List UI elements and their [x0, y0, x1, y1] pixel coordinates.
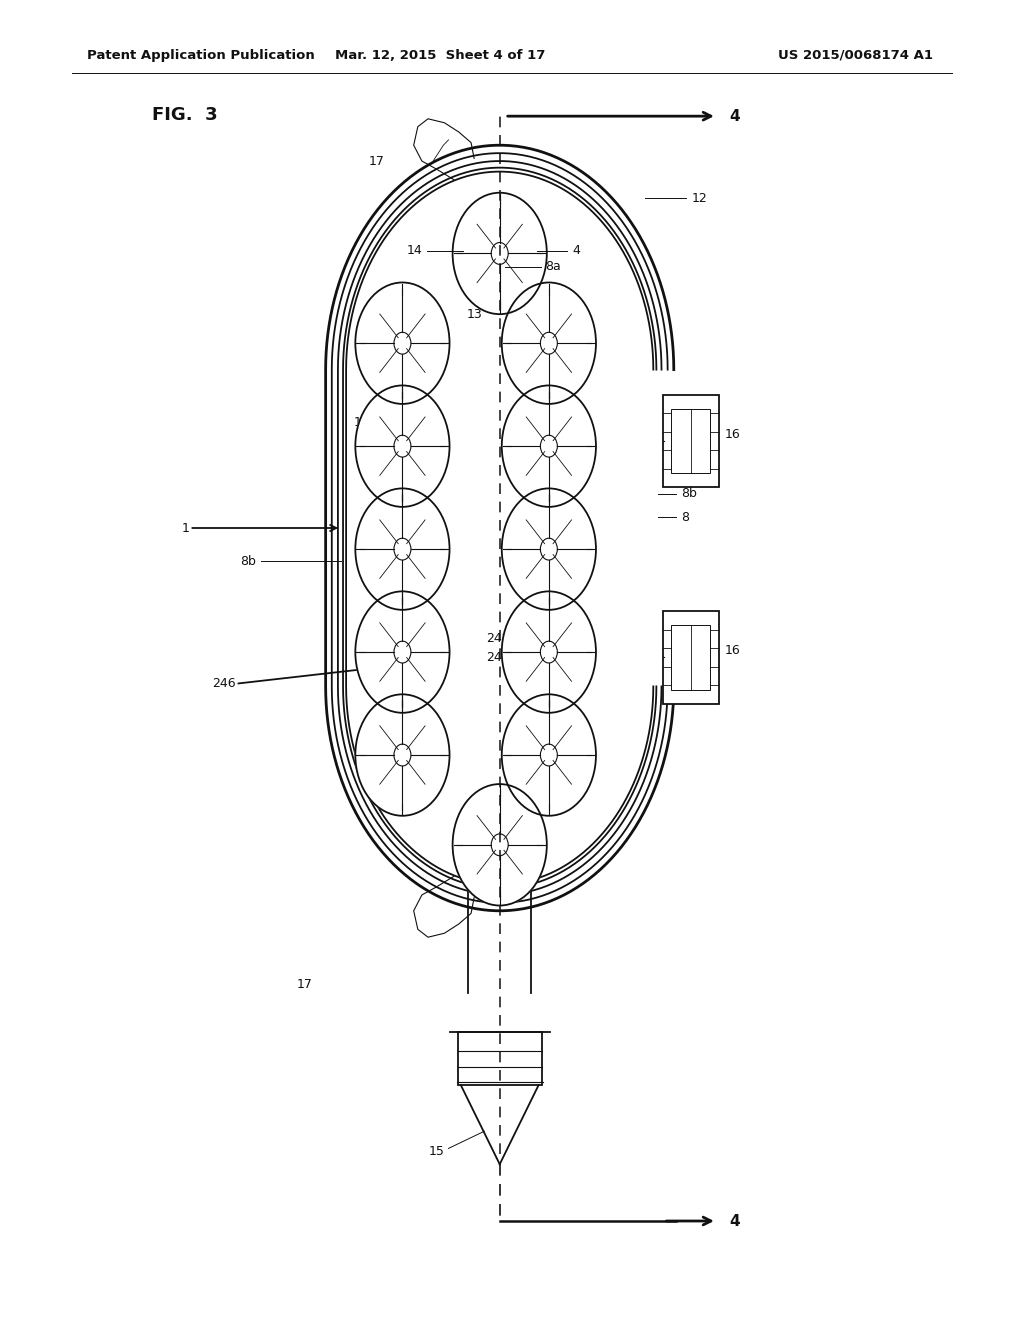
Circle shape — [502, 694, 596, 816]
Text: 17: 17 — [369, 154, 385, 168]
Text: 16: 16 — [725, 644, 740, 657]
Circle shape — [355, 591, 450, 713]
Text: 4: 4 — [729, 108, 739, 124]
Bar — [671, 409, 711, 474]
Text: 17: 17 — [297, 978, 313, 991]
Text: 232: 232 — [507, 313, 530, 326]
Text: 8b: 8b — [681, 487, 697, 500]
Bar — [671, 626, 711, 689]
Text: 234: 234 — [412, 656, 435, 669]
Text: 8: 8 — [681, 511, 689, 524]
Text: 242: 242 — [486, 632, 510, 645]
Text: 232: 232 — [538, 455, 561, 469]
Text: 234: 234 — [412, 627, 435, 640]
Text: 4: 4 — [572, 244, 581, 257]
Bar — [663, 395, 719, 487]
Text: 15: 15 — [428, 1144, 444, 1158]
Circle shape — [355, 282, 450, 404]
Text: 242: 242 — [522, 556, 546, 569]
Text: 232: 232 — [557, 350, 581, 363]
Circle shape — [502, 591, 596, 713]
Text: 13: 13 — [467, 308, 482, 321]
Circle shape — [502, 282, 596, 404]
Text: FIG.  3: FIG. 3 — [152, 106, 217, 124]
Text: US 2015/0068174 A1: US 2015/0068174 A1 — [778, 49, 933, 62]
Circle shape — [502, 488, 596, 610]
Text: 246: 246 — [212, 677, 236, 690]
Text: 8b: 8b — [240, 554, 256, 568]
Bar — [663, 611, 719, 704]
Text: 16: 16 — [725, 428, 740, 441]
Text: 234: 234 — [412, 561, 435, 574]
Circle shape — [355, 385, 450, 507]
Text: 14: 14 — [408, 244, 423, 257]
Polygon shape — [326, 145, 674, 911]
Bar — [458, 1032, 542, 1085]
Text: 242: 242 — [469, 851, 493, 865]
Text: 13: 13 — [505, 223, 520, 236]
Text: 8a: 8a — [545, 260, 560, 273]
Circle shape — [502, 385, 596, 507]
Text: Mar. 12, 2015  Sheet 4 of 17: Mar. 12, 2015 Sheet 4 of 17 — [335, 49, 546, 62]
Text: 13: 13 — [353, 416, 369, 429]
Circle shape — [355, 694, 450, 816]
Circle shape — [453, 784, 547, 906]
Text: 242: 242 — [522, 779, 546, 792]
Circle shape — [453, 193, 547, 314]
Text: 4: 4 — [729, 1213, 739, 1229]
Text: 12: 12 — [691, 191, 707, 205]
Text: 1: 1 — [181, 521, 189, 535]
Circle shape — [355, 488, 450, 610]
Text: Patent Application Publication: Patent Application Publication — [87, 49, 314, 62]
Text: 13: 13 — [561, 785, 577, 799]
Text: 242: 242 — [486, 651, 510, 664]
